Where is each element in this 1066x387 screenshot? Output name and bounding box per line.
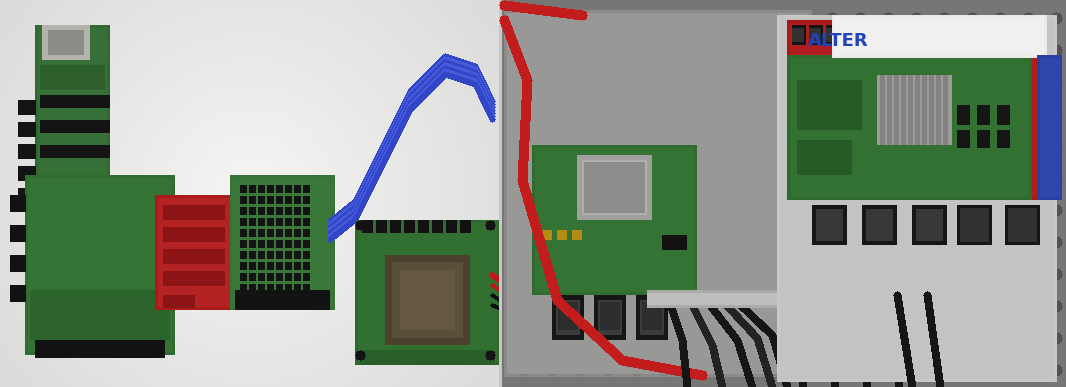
Text: ALTER: ALTER [808, 33, 869, 50]
